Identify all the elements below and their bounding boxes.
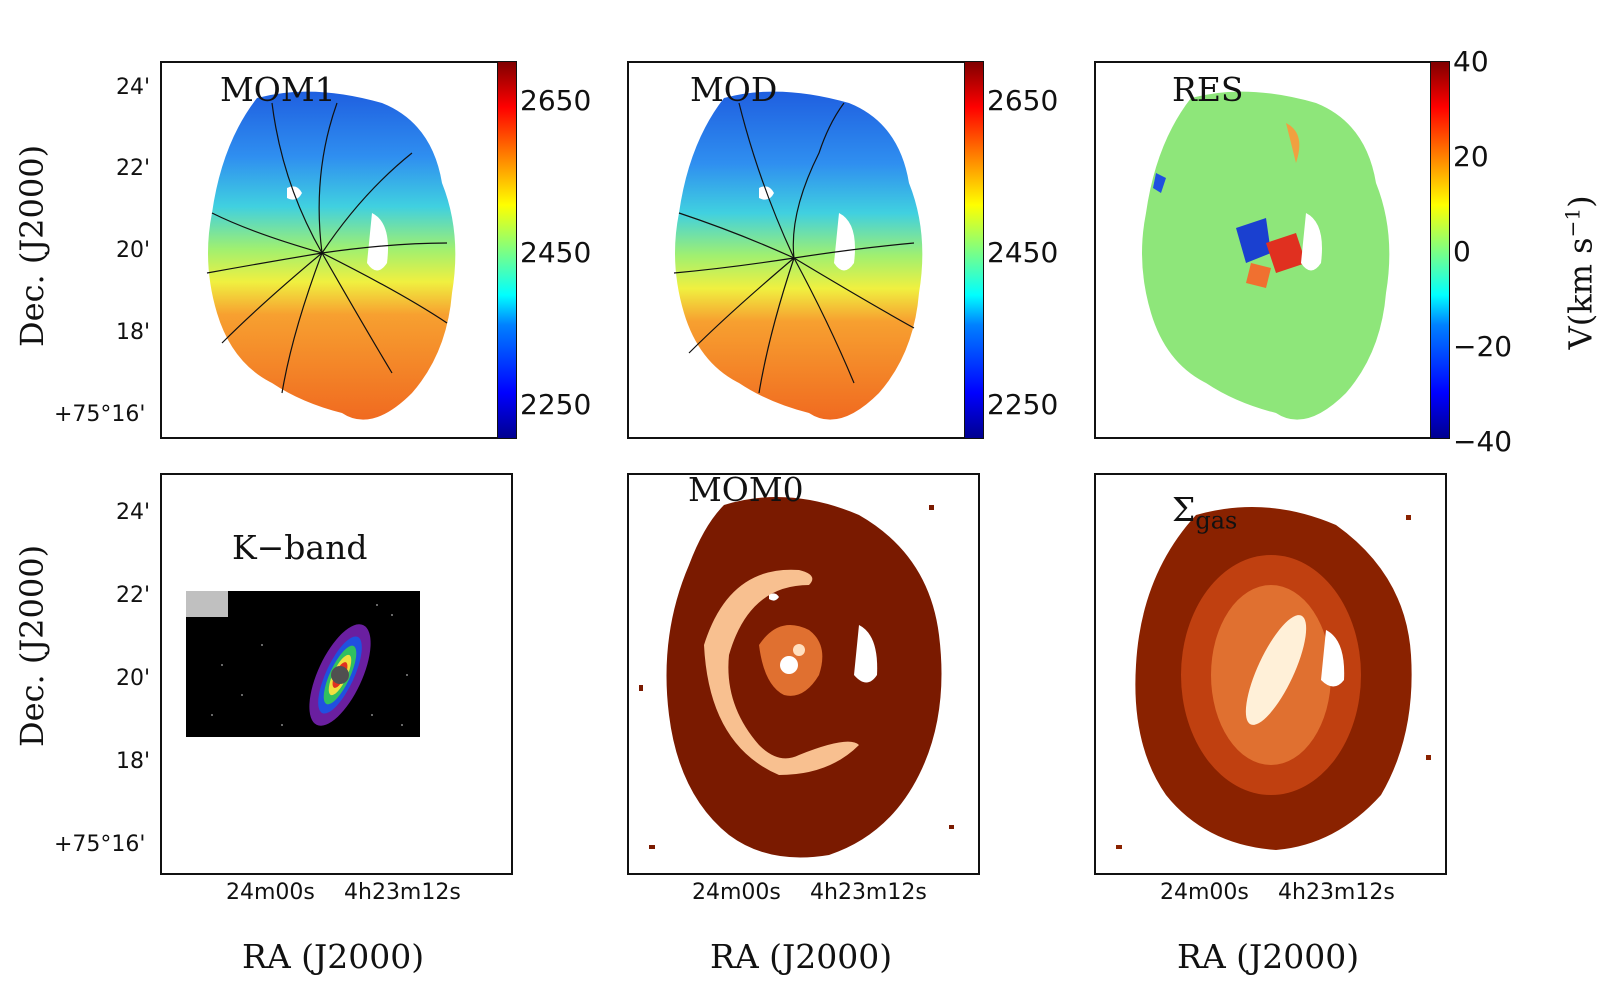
y-tick-label: 18': [116, 320, 151, 345]
y-tick-label: 20': [116, 238, 151, 263]
mom1-panel: [160, 61, 510, 439]
panel-title-k-band: K−band: [232, 528, 368, 567]
panel-title-mod: MOD: [690, 70, 778, 109]
res-velocity-map: [1142, 91, 1390, 420]
y-tick-label: 24': [116, 75, 151, 100]
mod-panel: [627, 61, 977, 439]
y-axis-label-bottom: Dec. (J2000): [13, 544, 51, 747]
y-tick-label: +75°16': [54, 402, 146, 427]
colorbar-tick: −40: [1453, 425, 1513, 458]
colorbar-tick: 20: [1453, 140, 1489, 173]
panel-title-res: RES: [1172, 70, 1244, 109]
x-tick-label: 4h23m12s: [1278, 880, 1395, 905]
y-tick-label: +75°16': [54, 832, 146, 857]
y-axis-label-top: Dec. (J2000): [13, 144, 51, 347]
colorbar-tick: 0: [1453, 235, 1471, 268]
y-tick-label: 20': [116, 666, 151, 691]
x-tick-label: 24m00s: [692, 880, 781, 905]
k-band-panel: [160, 473, 513, 875]
k-band-image: [186, 591, 420, 737]
colorbar-tick: 2650: [987, 84, 1059, 117]
colorbar-mod: [964, 61, 984, 439]
y-tick-label: 22': [116, 156, 151, 181]
y-tick-label: 24': [116, 500, 151, 525]
colorbar-tick: 2250: [520, 388, 592, 421]
x-tick-label: 4h23m12s: [810, 880, 927, 905]
colorbar-res: [1430, 61, 1450, 439]
panel-title-sigma-gas: Σgas: [1172, 490, 1238, 535]
y-tick-label: 18': [116, 749, 151, 774]
mom0-panel: [627, 473, 980, 875]
sigma-gas-panel: [1094, 473, 1447, 875]
mom0-intensity-map: [639, 497, 954, 858]
sigma-gas-map: [1116, 507, 1431, 850]
panel-title-mom0: MOM0: [688, 470, 804, 509]
x-tick-label: 24m00s: [1160, 880, 1249, 905]
colorbar-tick: 2450: [520, 236, 592, 269]
x-axis-label: RA (J2000): [1177, 937, 1360, 976]
colorbar-tick: −20: [1453, 330, 1513, 363]
x-tick-label: 24m00s: [226, 880, 315, 905]
colorbar-tick: 2450: [987, 236, 1059, 269]
colorbar-label-res: V(km s−1): [1560, 195, 1600, 350]
panel-title-mom1: MOM1: [220, 70, 336, 109]
colorbar-tick: 2250: [987, 388, 1059, 421]
mod-velocity-map: [673, 91, 923, 420]
x-axis-label: RA (J2000): [242, 937, 425, 976]
y-tick-label: 22': [116, 583, 151, 608]
x-tick-label: 4h23m12s: [344, 880, 461, 905]
colorbar-mom1: [497, 61, 517, 439]
mom1-velocity-map: [206, 91, 456, 420]
colorbar-tick: 40: [1453, 45, 1489, 78]
res-panel: [1094, 61, 1434, 439]
x-axis-label: RA (J2000): [710, 937, 893, 976]
colorbar-tick: 2650: [520, 84, 592, 117]
